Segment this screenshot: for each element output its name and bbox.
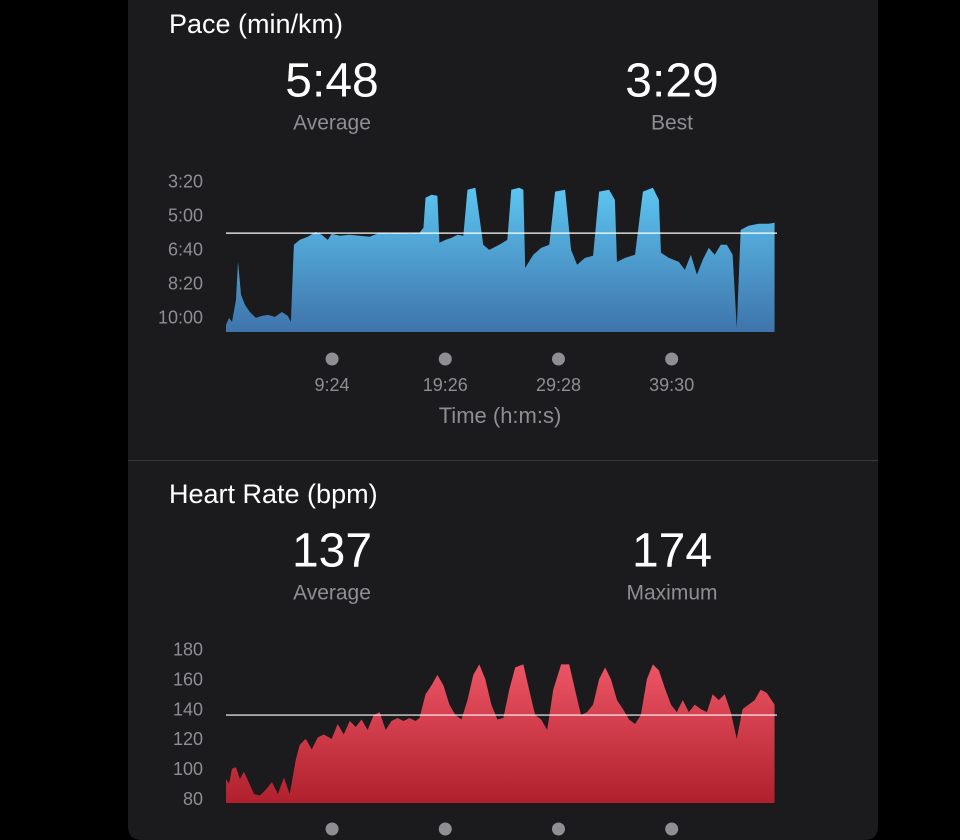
y-tick-label: 140 [173, 699, 203, 719]
stat-value: 5:48 [285, 55, 378, 108]
stat-value: 174 [632, 525, 712, 578]
y-tick-label: 5:00 [168, 206, 203, 226]
y-tick-label: 8:20 [168, 274, 203, 294]
stat-name: Best [651, 112, 693, 135]
stat-value: 3:29 [625, 55, 718, 108]
y-tick-label: 10:00 [158, 308, 203, 328]
x-tick-dot [665, 822, 679, 836]
chart-title: Heart Rate (bpm) [169, 479, 378, 509]
x-tick-dot [665, 352, 679, 366]
stat-value: 137 [292, 525, 372, 578]
y-tick-label: 120 [173, 729, 203, 749]
x-tick-dot [325, 352, 339, 366]
area [226, 187, 775, 332]
y-tick-label: 160 [173, 670, 203, 690]
stat-name: Average [293, 112, 371, 135]
x-tick-dot [325, 822, 339, 836]
area [226, 664, 775, 803]
x-tick-dot [438, 822, 452, 836]
stat-name: Maximum [626, 582, 717, 605]
y-tick-label: 3:20 [168, 171, 203, 191]
x-tick-label: 9:24 [315, 375, 350, 395]
stat-name: Average [293, 582, 371, 605]
x-tick-label: 19:26 [423, 375, 468, 395]
y-tick-label: 80 [183, 789, 203, 809]
y-tick-label: 100 [173, 759, 203, 779]
x-tick-label: 39:30 [649, 375, 694, 395]
panel [128, 0, 878, 840]
x-tick-dot [438, 352, 452, 366]
y-tick-label: 180 [173, 640, 203, 660]
x-tick-dot [551, 822, 565, 836]
y-tick-label: 6:40 [168, 240, 203, 260]
x-axis-label: Time (h:m:s) [439, 403, 562, 428]
x-tick-label: 29:28 [536, 375, 581, 395]
chart-title: Pace (min/km) [169, 9, 343, 39]
x-tick-dot [551, 352, 565, 366]
